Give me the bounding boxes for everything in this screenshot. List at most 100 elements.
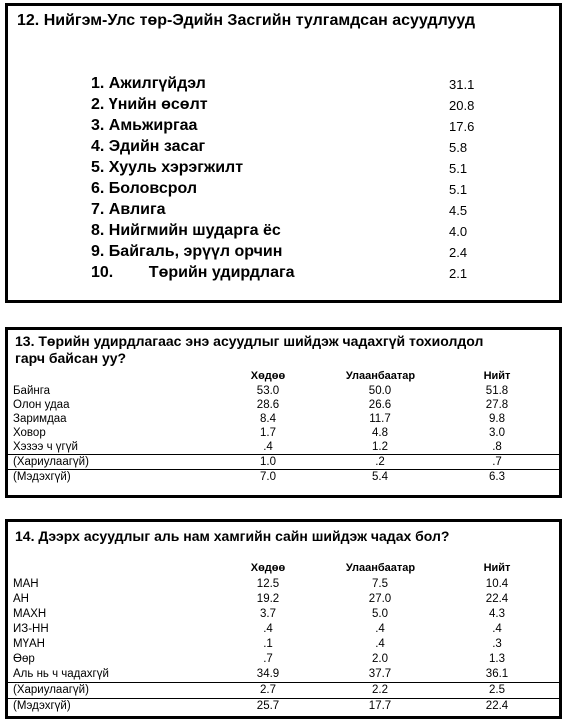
table-cell: 51.8: [485, 385, 509, 397]
list-item-value: 5.1: [449, 161, 468, 176]
table-row: Ховор 1.7 4.8 3.0: [8, 426, 559, 440]
table-cell: .7: [263, 653, 273, 665]
table-cell: 7.5: [372, 578, 388, 590]
table-cell: 1.3: [489, 653, 505, 665]
table-cell: .4: [263, 441, 273, 453]
list-item-value: 4.0: [449, 224, 468, 239]
table-cell: 37.7: [368, 668, 392, 680]
table-cell: 28.6: [256, 399, 280, 411]
row-label: (Хариулаагүй): [13, 456, 89, 468]
list-item: 8. Нийгмийн шударга ёс 4.0: [91, 222, 491, 243]
table-cell: .4: [375, 623, 385, 635]
table-cell: 3.0: [489, 427, 505, 439]
table-row: МАН 12.5 7.5 10.4: [8, 577, 559, 591]
list-item: 9. Байгаль, эрүүл орчин 2.4: [91, 243, 491, 264]
table-row: Байнга 53.0 50.0 51.8: [8, 384, 559, 398]
table-row: Олон удаа 28.6 26.6 27.8: [8, 398, 559, 412]
row-label: Хэзээ ч үгүй: [13, 441, 78, 453]
list-item-label: 6. Боловсрол: [91, 180, 198, 197]
column-header: Улаанбаатар: [345, 370, 416, 382]
q13-box: 13. Төрийн удирдлагаас энэ асуудлыг шийд…: [5, 327, 562, 498]
row-label: (Мэдэхгүй): [13, 700, 71, 712]
list-item-value: 5.1: [449, 182, 468, 197]
table-row: Аль нь ч чадахгүй 34.9 37.7 36.1: [8, 667, 559, 681]
table-cell: 12.5: [256, 578, 280, 590]
row-label: Ховор: [13, 427, 46, 439]
row-label: ИЗ-НН: [13, 623, 49, 635]
table-row: ИЗ-НН .4 .4 .4: [8, 622, 559, 636]
table-row: (Хариулаагүй) 2.7 2.2 2.5: [8, 682, 559, 697]
list-item-label: 8. Нийгмийн шударга ёс: [91, 222, 281, 239]
list-item: 3. Амьжиргаа 17.6: [91, 117, 491, 138]
table-cell: 3.7: [260, 608, 276, 620]
list-item-value: 31.1: [449, 77, 475, 92]
table-cell: 2.5: [489, 684, 505, 696]
table-cell: 10.4: [485, 578, 509, 590]
table-cell: 6.3: [489, 471, 505, 483]
table-row: Хэзээ ч үгүй .4 1.2 .8: [8, 440, 559, 454]
list-item-label: 1. Ажилгүйдэл: [91, 75, 206, 92]
q12-title: 12. Нийгэм-Улс төр-Эдийн Засгийн тулгамд…: [17, 12, 476, 29]
list-item-label: 5. Хууль хэрэгжилт: [91, 159, 244, 176]
table-cell: 25.7: [256, 700, 280, 712]
table-cell: 2.7: [260, 684, 276, 696]
list-item-value: 2.1: [449, 266, 468, 281]
table-cell: 26.6: [368, 399, 392, 411]
list-item-value: 20.8: [449, 98, 475, 113]
list-item-value: 5.8: [449, 140, 468, 155]
list-item-value: 2.4: [449, 245, 468, 260]
table-cell: 19.2: [256, 593, 280, 605]
list-item: 10. Төрийн удирдлага 2.1: [91, 264, 491, 285]
table-cell: .4: [263, 623, 273, 635]
table-row: (Мэдэхгүй) 25.7 17.7 22.4: [8, 698, 559, 713]
row-label: Аль нь ч чадахгүй: [13, 668, 109, 680]
table-cell: .4: [375, 638, 385, 650]
table-cell: 7.0: [260, 471, 276, 483]
column-header: Хөдөө: [250, 562, 286, 574]
row-label: МАХН: [13, 608, 47, 620]
table-cell: .2: [375, 456, 385, 468]
table-cell: 1.2: [372, 441, 388, 453]
table-cell: .7: [492, 456, 502, 468]
table-cell: 34.9: [256, 668, 280, 680]
list-item: 4. Эдийн засаг 5.8: [91, 138, 491, 159]
list-item: 1. Ажилгүйдэл 31.1: [91, 75, 491, 96]
row-label: МАН: [13, 578, 39, 590]
q12-box: 12. Нийгэм-Улс төр-Эдийн Засгийн тулгамд…: [5, 3, 562, 303]
table-cell: 2.0: [372, 653, 388, 665]
list-item: 6. Боловсрол 5.1: [91, 180, 491, 201]
column-header: Нийт: [483, 562, 511, 574]
table-cell: .3: [492, 638, 502, 650]
table-cell: 17.7: [368, 700, 392, 712]
column-header: Улаанбаатар: [345, 562, 416, 574]
q14-title: 14. Дээрх асуудлыг аль нам хамгийн сайн …: [15, 528, 450, 544]
table-cell: 1.0: [260, 456, 276, 468]
table-cell: .4: [492, 623, 502, 635]
table-cell: 27.8: [485, 399, 509, 411]
column-header: Нийт: [483, 370, 511, 382]
list-item-label: 9. Байгаль, эрүүл орчин: [91, 243, 283, 260]
table-cell: 4.3: [489, 608, 505, 620]
row-label: Олон удаа: [13, 399, 70, 411]
list-item-label: 3. Амьжиргаа: [91, 117, 198, 134]
table-cell: 27.0: [368, 593, 392, 605]
row-label: (Мэдэхгүй): [13, 471, 71, 483]
table-row: (Хариулаагүй) 1.0 .2 .7: [8, 454, 559, 469]
table-row: АН 19.2 27.0 22.4: [8, 592, 559, 606]
table-cell: 4.8: [372, 427, 388, 439]
list-item-label: 10. Төрийн удирдлага: [91, 264, 295, 281]
table-cell: 1.7: [260, 427, 276, 439]
column-header: Хөдөө: [250, 370, 286, 382]
row-label: Өөр: [13, 653, 35, 665]
row-label: АН: [13, 593, 29, 605]
table-cell: 2.2: [372, 684, 388, 696]
table-cell: .8: [492, 441, 502, 453]
table-cell: 5.4: [372, 471, 388, 483]
q14-box: 14. Дээрх асуудлыг аль нам хамгийн сайн …: [5, 519, 562, 719]
list-item-label: 7. Авлига: [91, 201, 166, 218]
q13-title-line1: 13. Төрийн удирдлагаас энэ асуудлыг шийд…: [15, 333, 484, 349]
table-cell: 50.0: [368, 385, 392, 397]
table-cell: .1: [263, 638, 273, 650]
list-item-value: 4.5: [449, 203, 468, 218]
table-cell: 22.4: [485, 593, 509, 605]
